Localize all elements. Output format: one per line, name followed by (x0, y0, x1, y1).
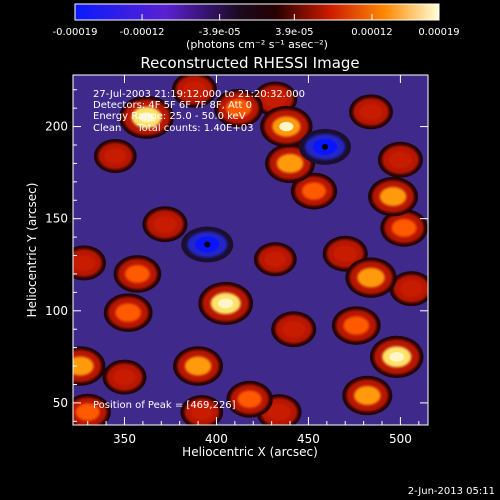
timestamp: 2-Jun-2013 05:11 (408, 486, 495, 497)
hot-spot (379, 186, 407, 207)
colorbar-units: (photons cm⁻² s⁻¹ asec⁻²) (186, 38, 328, 51)
annotation-time-range: 27-Jul-2003 21:19:12.000 to 21:20:32.000 (93, 89, 305, 100)
minimum-marker (321, 143, 328, 150)
x-tick-label: 500 (389, 432, 412, 446)
chart-title: Reconstructed RHESSI Image (140, 54, 359, 72)
colorbar-tick-label: -3.9e-05 (199, 27, 241, 38)
plot-frame (72, 74, 429, 426)
hot-spot-core (218, 298, 234, 309)
hot-spot (343, 316, 370, 335)
hot-spot (104, 148, 127, 164)
x-tick-label: 450 (297, 432, 320, 446)
hot-spot (264, 251, 287, 268)
hot-spot (333, 245, 357, 263)
hot-spot (73, 254, 96, 272)
colorbar-tick-label: 0.00019 (418, 27, 459, 38)
y-tick-label: 100 (45, 304, 68, 318)
hot-spot (267, 403, 291, 421)
hot-spot (357, 267, 385, 288)
hot-spot (282, 320, 306, 338)
hot-spot-core (389, 352, 405, 362)
axes: 350 400 450 500 50 100 150 200 (45, 75, 428, 446)
annotation-clean-counts: Clean Total counts: 1.40E+03 (93, 123, 253, 134)
x-tick-label: 400 (205, 432, 228, 446)
hot-spot (301, 182, 326, 200)
hot-spot (182, 81, 207, 99)
hot-spot (359, 103, 383, 120)
hot-spot (225, 98, 252, 118)
hot-spot (113, 368, 136, 386)
hot-spot (388, 151, 413, 169)
y-axis-label: Heliocentric Y (arcsec) (25, 183, 39, 318)
annotation-energy-range: Energy Range: 25.0 - 50.0 keV (93, 111, 246, 122)
colorbar-tick-label: -0.00019 (53, 27, 98, 38)
hot-spot (264, 90, 287, 108)
hot-spot (73, 356, 94, 376)
hot-spot (75, 403, 100, 421)
colorbar-tick-label: 3.9e-05 (275, 27, 313, 38)
minimum-marker (204, 241, 211, 248)
peak-position-label: Position of Peak = [469,226] (93, 400, 236, 411)
hot-spot (190, 404, 213, 420)
hot-spot (276, 153, 304, 174)
colorbar-tick-label: 0.00012 (351, 27, 392, 38)
hot-spot (153, 215, 177, 233)
annotation-detectors: Detectors: 4F 5F 6F 7F 8F, Att 0 (93, 100, 252, 111)
colorbar (74, 3, 440, 21)
y-tick-label: 50 (53, 396, 68, 410)
colorbar-ticks: -0.00019 -0.00012 -3.9e-05 3.9e-05 0.00012 0.… (53, 14, 460, 38)
hot-spot (237, 390, 262, 408)
colorbar-tick-label: -0.00012 (120, 27, 165, 38)
hot-spot (400, 280, 423, 297)
hot-spot (115, 303, 142, 322)
y-tick-label: 150 (45, 212, 68, 226)
x-tick-label: 350 (113, 432, 136, 446)
y-tick-label: 200 (45, 120, 68, 134)
hot-spot-core (139, 112, 155, 123)
hot-spot (184, 356, 212, 376)
hot-spot (354, 385, 381, 406)
x-axis-label: Heliocentric X (arcsec) (182, 445, 318, 459)
hot-spot (124, 264, 150, 283)
hot-spot (391, 218, 417, 237)
hot-spot-core (279, 121, 294, 132)
heatmap-layer (73, 75, 428, 425)
